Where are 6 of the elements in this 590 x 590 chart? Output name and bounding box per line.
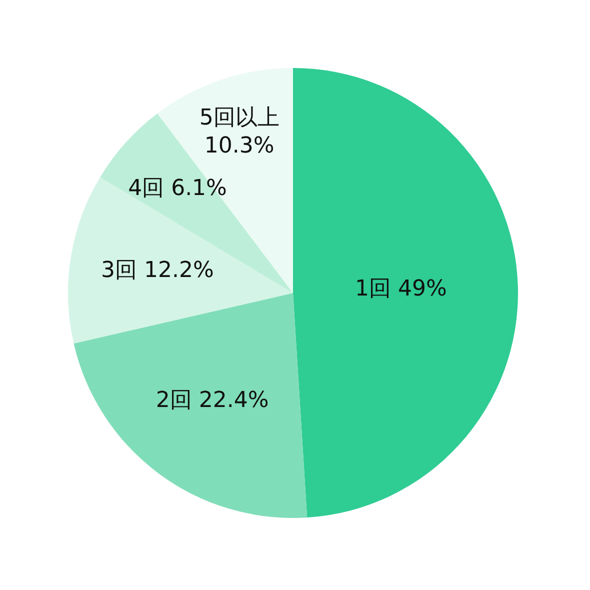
slice-label: 3回 12.2%	[100, 258, 214, 284]
data-label: 10.3%	[204, 134, 274, 159]
slice-label: 2回 22.4%	[156, 388, 269, 413]
slice-label: 4回 6.1%	[128, 176, 227, 201]
slice-label: 1回 49%	[355, 276, 447, 302]
slice-label: 5回以上	[199, 106, 280, 131]
